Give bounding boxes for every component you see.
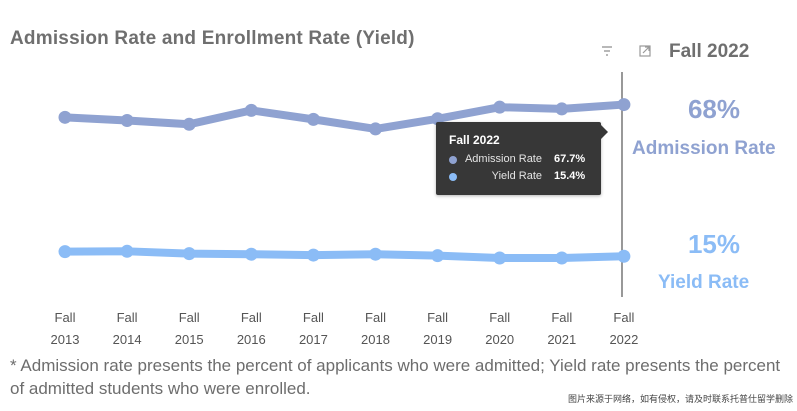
series-layer xyxy=(58,98,631,265)
tooltip-label: Admission Rate xyxy=(464,153,542,165)
x-tick-label: 2013 xyxy=(51,332,80,347)
filter-icon[interactable] xyxy=(600,44,614,58)
x-tick-label: 2021 xyxy=(547,332,576,347)
data-point[interactable] xyxy=(120,244,134,258)
data-point[interactable] xyxy=(555,102,569,116)
tooltip-row-admission: Admission Rate 67.7% xyxy=(449,153,597,167)
x-tick-label: Fall xyxy=(551,310,572,325)
x-tick-label: 2018 xyxy=(361,332,390,347)
x-tick-label: Fall xyxy=(303,310,324,325)
series-line-admission xyxy=(61,100,628,133)
admission-kpi-label: Admission Rate xyxy=(632,138,776,159)
data-point[interactable] xyxy=(493,251,507,265)
admission-kpi-value: 68% xyxy=(687,94,741,124)
data-point[interactable] xyxy=(306,112,320,126)
x-axis-ticks: Fall 2013 Fall 2014 Fall 2015 Fall 2016 Fall 2017… xyxy=(51,310,639,347)
x-tick-label: Fall xyxy=(365,310,386,325)
x-tick-label: 2019 xyxy=(423,332,452,347)
x-tick-label: 2014 xyxy=(113,332,142,347)
admission-legend-dot xyxy=(449,156,457,164)
tooltip-row-yield: Yield Rate 15.4% xyxy=(449,170,597,184)
x-tick-label: Fall xyxy=(117,310,138,325)
tooltip-value: 67.7% xyxy=(554,153,586,165)
data-point[interactable] xyxy=(617,98,631,112)
focus-mode-icon[interactable] xyxy=(638,44,652,58)
x-tick-label: Fall xyxy=(241,310,262,325)
series-line-yield xyxy=(61,247,628,262)
yield-kpi-label: Yield Rate xyxy=(658,272,750,293)
footnote: * Admission rate presents the percent of… xyxy=(10,356,781,398)
data-point[interactable] xyxy=(182,247,196,261)
data-point[interactable] xyxy=(58,110,72,124)
data-point[interactable] xyxy=(244,247,258,261)
x-tick-label: Fall xyxy=(489,310,510,325)
x-tick-label: 2016 xyxy=(237,332,266,347)
data-point[interactable] xyxy=(369,247,382,261)
data-point[interactable] xyxy=(244,103,258,117)
chart-title: Admission Rate and Enrollment Rate (Yiel… xyxy=(10,28,415,49)
data-point[interactable] xyxy=(555,251,569,265)
x-tick-label: Fall xyxy=(427,310,448,325)
x-tick-label: 2015 xyxy=(175,332,204,347)
data-point[interactable] xyxy=(617,249,631,263)
x-tick-label: 2017 xyxy=(299,332,328,347)
tooltip-title: Fall 2022 xyxy=(449,133,500,147)
x-tick-label: Fall xyxy=(55,310,76,325)
line-chart[interactable]: Fall 2013 Fall 2014 Fall 2015 Fall 2016 Fall 2017… xyxy=(0,60,660,350)
tooltip-value: 15.4% xyxy=(554,170,586,182)
yield-legend-dot xyxy=(449,173,457,181)
yield-kpi-value: 15% xyxy=(687,229,741,259)
tooltip-label: Yield Rate xyxy=(491,170,542,182)
data-point[interactable] xyxy=(182,117,196,131)
x-tick-label: 2020 xyxy=(485,332,514,347)
x-tick-label: 2022 xyxy=(609,332,638,347)
chart-tooltip: Fall 2022 Admission Rate 67.7% Yield Rat… xyxy=(436,122,608,195)
selected-period: Fall 2022 xyxy=(669,41,750,62)
data-point[interactable] xyxy=(493,100,507,114)
tooltip-pointer xyxy=(601,125,608,139)
data-point[interactable] xyxy=(431,249,445,263)
x-tick-label: Fall xyxy=(613,310,634,325)
data-point[interactable] xyxy=(120,114,134,128)
watermark: 图片来源于网络，如有侵权，请及时联系托普仕留学删除 xyxy=(567,394,793,404)
data-point[interactable] xyxy=(306,248,320,262)
data-point[interactable] xyxy=(58,245,72,259)
data-point[interactable] xyxy=(369,122,382,136)
x-tick-label: Fall xyxy=(179,310,200,325)
